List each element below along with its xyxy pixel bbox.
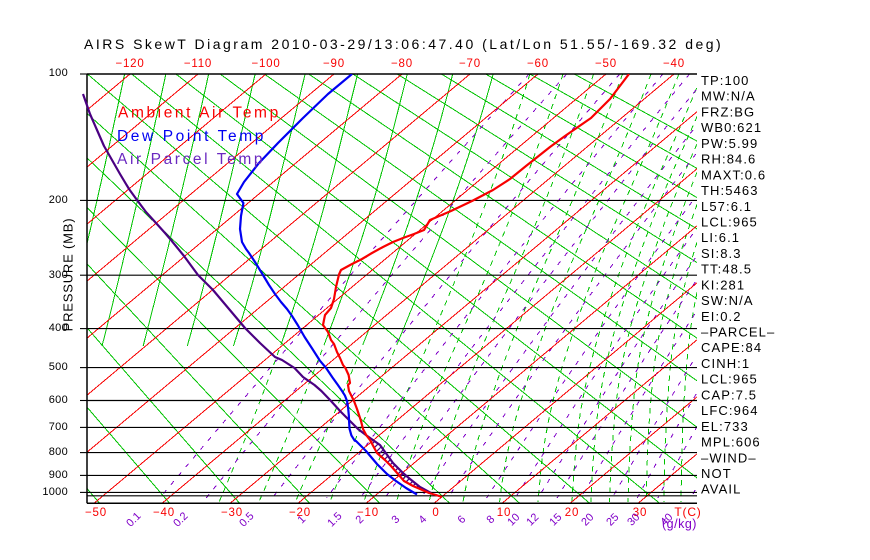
svg-text:Ambient Air Temp: Ambient Air Temp — [118, 105, 281, 122]
svg-text:500: 500 — [49, 361, 68, 373]
svg-text:0: 0 — [432, 507, 439, 519]
svg-text:PRESSURE (MB): PRESSURE (MB) — [61, 218, 76, 332]
svg-text:MW:N/A: MW:N/A — [701, 89, 756, 104]
svg-text:LCL:965: LCL:965 — [701, 372, 758, 387]
svg-text:EL:733: EL:733 — [701, 419, 749, 434]
svg-text:400: 400 — [49, 322, 68, 334]
svg-text:−30: −30 — [221, 507, 243, 519]
svg-text:CAP:7.5: CAP:7.5 — [701, 387, 757, 402]
svg-text:600: 600 — [49, 394, 68, 406]
svg-text:TT:48.5: TT:48.5 — [701, 262, 752, 277]
svg-text:−110: −110 — [184, 58, 212, 70]
svg-text:1000: 1000 — [42, 486, 68, 498]
svg-text:SI:8.3: SI:8.3 — [701, 246, 742, 261]
svg-text:−90: −90 — [323, 58, 345, 70]
svg-text:LCL:965: LCL:965 — [701, 215, 758, 230]
svg-text:(g/kg): (g/kg) — [662, 517, 697, 531]
svg-text:LI:6.1: LI:6.1 — [701, 230, 740, 245]
svg-text:−40: −40 — [663, 58, 685, 70]
svg-text:−70: −70 — [459, 58, 481, 70]
svg-text:KI:281: KI:281 — [701, 277, 745, 292]
svg-text:200: 200 — [49, 194, 68, 206]
svg-text:30: 30 — [633, 507, 647, 519]
svg-text:−50: −50 — [595, 58, 617, 70]
svg-text:SW:N/A: SW:N/A — [701, 293, 754, 308]
svg-text:NOT: NOT — [701, 466, 732, 481]
svg-text:EI:0.2: EI:0.2 — [701, 309, 742, 324]
svg-text:PW:5.99: PW:5.99 — [701, 136, 758, 151]
svg-text:AVAIL: AVAIL — [701, 482, 741, 497]
svg-text:–PARCEL–: –PARCEL– — [701, 325, 775, 340]
svg-text:–WIND–: –WIND– — [701, 450, 757, 465]
svg-text:AIRS SkewT Diagram 2010-03-29/: AIRS SkewT Diagram 2010-03-29/13:06:47.4… — [84, 36, 723, 52]
svg-text:LFC:964: LFC:964 — [701, 403, 759, 418]
svg-text:−40: −40 — [153, 507, 175, 519]
svg-text:Air Parcel Temp: Air Parcel Temp — [117, 151, 265, 168]
svg-text:100: 100 — [49, 67, 68, 79]
svg-text:−120: −120 — [115, 58, 144, 70]
svg-text:MPL:606: MPL:606 — [701, 435, 761, 450]
svg-text:−80: −80 — [391, 58, 413, 70]
svg-text:−20: −20 — [289, 507, 311, 519]
svg-text:−60: −60 — [527, 58, 549, 70]
svg-text:L57:6.1: L57:6.1 — [701, 199, 752, 214]
svg-text:T(C): T(C) — [674, 505, 701, 519]
svg-text:10: 10 — [497, 507, 511, 519]
svg-text:−100: −100 — [251, 58, 280, 70]
svg-text:−50: −50 — [85, 507, 107, 519]
svg-text:−10: −10 — [357, 507, 379, 519]
svg-text:CAPE:84: CAPE:84 — [701, 340, 762, 355]
svg-text:20: 20 — [565, 507, 579, 519]
svg-text:CINH:1: CINH:1 — [701, 356, 750, 371]
svg-text:700: 700 — [49, 421, 68, 433]
svg-text:TP:100: TP:100 — [701, 73, 750, 88]
svg-text:TH:5463: TH:5463 — [701, 183, 759, 198]
svg-text:900: 900 — [49, 469, 68, 481]
svg-text:300: 300 — [49, 269, 68, 281]
svg-text:800: 800 — [49, 446, 68, 458]
svg-text:MAXT:0.6: MAXT:0.6 — [701, 167, 766, 182]
svg-text:RH:84.6: RH:84.6 — [701, 152, 756, 167]
svg-text:FRZ:BG: FRZ:BG — [701, 104, 755, 119]
svg-text:Dew Point Temp: Dew Point Temp — [117, 128, 266, 145]
svg-text:WB0:621: WB0:621 — [701, 120, 762, 135]
